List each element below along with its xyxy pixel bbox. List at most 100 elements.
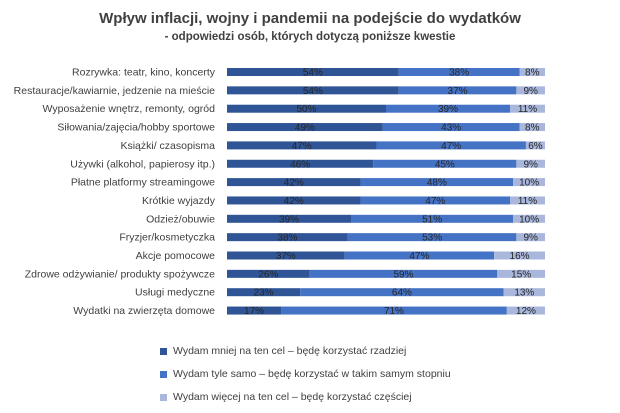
data-label: 9% [523, 86, 538, 97]
category-label: Krótkie wyjazdy [142, 195, 216, 207]
category-label: Wyposażenie wnętrz, remonty, ogród [43, 103, 216, 115]
bar-segment [227, 86, 399, 95]
bar-segment [516, 159, 545, 168]
bar-segment [510, 196, 545, 205]
bar-segment [281, 306, 507, 315]
data-label: 11% [518, 196, 537, 207]
data-label: 39% [438, 104, 458, 115]
bar-segment [227, 104, 386, 113]
data-label: 42% [284, 178, 304, 189]
bar-segment [503, 288, 545, 297]
legend-swatch [160, 370, 167, 378]
data-label: 11% [518, 104, 537, 115]
bar-segment [227, 288, 301, 297]
legend-item: Wydam tyle samo – będę korzystać w takim… [160, 364, 451, 384]
data-label: 17% [244, 306, 264, 317]
legend-swatch [160, 393, 167, 401]
bar-segment [227, 159, 374, 168]
bar-segment [227, 233, 348, 242]
data-label: 9% [523, 159, 538, 170]
data-label: 47% [425, 196, 445, 207]
data-label: 46% [290, 159, 310, 170]
bar-segment [227, 123, 383, 132]
data-label: 12% [516, 306, 536, 317]
category-label: Akcje pomocowe [136, 250, 216, 262]
bar-segment [525, 141, 545, 150]
data-label: 71% [384, 306, 404, 317]
data-label: 8% [525, 68, 540, 79]
data-label: 47% [292, 141, 312, 152]
bar-segment [516, 233, 545, 242]
data-label: 50% [296, 104, 316, 115]
bar-segment [497, 269, 545, 278]
bar-segment [227, 196, 361, 205]
bar-segment [513, 178, 545, 187]
bar-segment [227, 178, 361, 187]
bar-segment [373, 159, 517, 168]
category-label: Zdrowe odżywianie/ produkty spożywcze [25, 268, 215, 280]
data-label: 49% [295, 123, 315, 134]
bar-segment [227, 251, 345, 260]
bar-segment [344, 251, 495, 260]
bar-segment [506, 306, 545, 315]
category-label: Odzież/obuwie [146, 213, 215, 225]
data-label: 51% [422, 214, 442, 225]
bar-segment [360, 178, 514, 187]
data-label: 38% [449, 68, 469, 79]
bar-segment [516, 86, 545, 95]
category-label: Usługi medyczne [135, 287, 215, 299]
bar-segment [227, 269, 310, 278]
bar-segment [398, 68, 520, 76]
bar-segment [227, 141, 377, 150]
data-label: 37% [448, 86, 468, 97]
bar-segment [519, 123, 545, 132]
category-label: Siłowania/zajęcia/hobby sportowe [57, 122, 215, 134]
chart-title: Wpływ inflacji, wojny i pandemii na pode… [99, 10, 521, 27]
legend-label: Wydam tyle samo – będę korzystać w takim… [173, 368, 451, 380]
category-label: Książki/ czasopisma [120, 140, 215, 152]
bar-segment [351, 214, 514, 223]
legend-label: Wydam mniej na ten cel – będę korzystać … [173, 345, 407, 357]
chart-subtitle: - odpowiedzi osób, których dotyczą poniż… [164, 31, 456, 43]
bar-segment [510, 104, 545, 113]
bar-segment [300, 288, 504, 297]
data-label: 59% [393, 269, 413, 280]
data-label: 47% [441, 141, 461, 152]
data-label: 8% [525, 123, 540, 134]
data-label: 45% [435, 159, 455, 170]
category-label: Płatne platformy streamingowe [71, 177, 215, 189]
category-label: Wydatki na zwierzęta domowe [73, 305, 215, 317]
bar-segment [494, 251, 545, 260]
data-label: 47% [409, 251, 429, 262]
legend-label: Wydam więcej na ten cel – będę korzystać… [173, 391, 412, 403]
data-label: 42% [284, 196, 304, 207]
bar-segment [382, 123, 520, 132]
category-label: Używki (alkohol, papierosy itp.) [70, 158, 215, 170]
data-label: 10% [519, 214, 539, 225]
bar-segment [227, 68, 399, 76]
bar-segment [513, 214, 545, 223]
data-label: 13% [514, 288, 534, 299]
data-label: 10% [519, 178, 539, 189]
data-label: 16% [510, 251, 530, 262]
data-label: 64% [392, 288, 412, 299]
legend-item: Wydam mniej na ten cel – będę korzystać … [160, 341, 451, 361]
category-label: Rozrywka: teatr, kino, koncerty [72, 67, 216, 79]
data-label: 37% [276, 251, 296, 262]
bar-segment [386, 104, 511, 113]
data-label: 6% [528, 141, 543, 152]
data-label: 23% [254, 288, 274, 299]
data-label: 54% [303, 68, 323, 79]
data-label: 43% [441, 123, 461, 134]
data-label: 48% [427, 178, 447, 189]
data-label: 53% [422, 233, 442, 244]
bar-segment [398, 86, 517, 95]
data-label: 38% [277, 233, 297, 244]
bar-segment [227, 306, 282, 315]
category-label: Restauracje/kawiarnie, jedzenie na mieśc… [14, 85, 216, 97]
legend-item: Wydam więcej na ten cel – będę korzystać… [160, 387, 451, 407]
bar-segment [227, 214, 352, 223]
data-label: 39% [279, 214, 299, 225]
